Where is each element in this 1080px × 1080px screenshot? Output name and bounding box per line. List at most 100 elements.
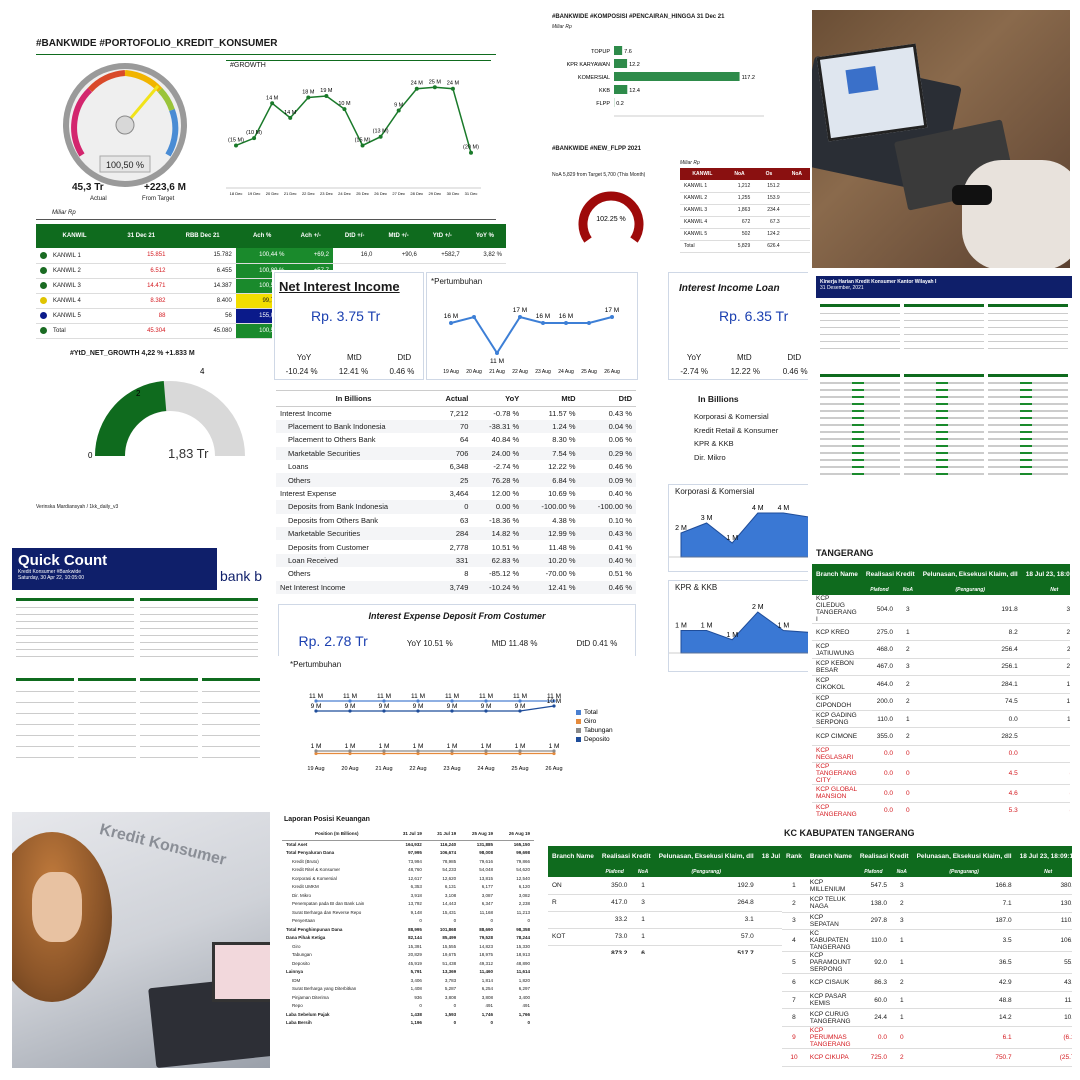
nii-title: Net Interest Income <box>279 279 400 294</box>
table-row: Giro 15,391 15,555 14,823 15,330 <box>292 943 530 949</box>
growth-label: 24 M <box>447 81 460 87</box>
nii-kpi-card: Net Interest Income Rp. 3.75 Tr YoY MtD Dt… <box>274 272 424 380</box>
x-tick-label: 25 Aug <box>581 369 597 375</box>
report-footer: Verinska Mardiansyah / 1kk_daily_v3 <box>36 504 119 510</box>
flpp-subtitle: NoA 5,829 from Target 5,700 (This Month) <box>552 172 646 178</box>
trend-label: 16 M <box>559 313 573 320</box>
trend-point <box>518 315 522 319</box>
trend-point <box>449 321 453 325</box>
gauge-value: 100,50 % <box>106 160 144 170</box>
x-tick-label: 19 Aug <box>443 369 459 375</box>
kabupaten-tile: KC KABUPATEN TANGERANG Rank Branch Name … <box>782 826 1072 1070</box>
status-dot-icon <box>40 326 47 334</box>
tangerang-table: Branch Name Realisasi Kredit Pelunasan, … <box>812 564 1070 816</box>
table-row: Deposits from Customer 2,778 10.51 % 11.48 … <box>288 542 632 552</box>
x-tick-label: 29 Dec <box>429 191 442 196</box>
net-growth-gauge: 0 2 4 1,83 Tr <box>88 367 245 461</box>
growth-label: (13 M) <box>373 129 389 135</box>
x-tick-label: 23 Aug <box>535 369 551 375</box>
series-point <box>518 709 522 713</box>
status-dot-icon <box>40 281 47 289</box>
tangerang-title: TANGERANG <box>816 548 874 558</box>
series-label: 9 M <box>515 703 526 710</box>
area-label: 1 M <box>778 623 790 630</box>
quickcount-tile: Quick Count Kredit Konsumer #Bankwide Sa… <box>12 548 270 800</box>
col-kanwil: KANWIL <box>62 233 87 239</box>
area-label: 2 M <box>675 525 687 532</box>
series-point <box>450 749 454 753</box>
kinerja-grid <box>820 304 1070 504</box>
series-point <box>314 709 318 713</box>
table-row: Others 8 -85.12 % -70.00 % 0.51 % <box>288 569 632 579</box>
bar-value-label: 7.6 <box>624 49 632 55</box>
legend-swatch <box>576 719 581 724</box>
x-tick-label: 21 Aug <box>489 369 505 375</box>
legend-label: Giro <box>584 718 597 725</box>
trend-point <box>610 315 614 319</box>
bar-category-label: KKB <box>599 88 610 94</box>
series-label: 11 M <box>343 693 357 700</box>
flpp-gauge: 102.25 % <box>578 191 644 243</box>
trend-point <box>495 351 499 355</box>
table-row: Loan Received 331 62.83 % 10.20 % 0.40 % <box>276 553 636 568</box>
series-point <box>552 751 556 756</box>
portfolio-title: #BANKWIDE #PORTOFOLIO_KREDIT_KONSUMER <box>36 38 278 49</box>
korporasi-area-chart: 2 M 3 M 1 M 4 M 4 M <box>669 505 808 558</box>
iil-value: Rp. 6.35 Tr <box>719 308 789 324</box>
series-label: 11 M <box>445 693 459 700</box>
growth-label: (10 M) <box>246 130 262 136</box>
actual-label: Actual <box>90 196 107 202</box>
growth-point <box>469 150 473 155</box>
series-label: 1 M <box>549 743 560 750</box>
nii-value: Rp. 3.75 Tr <box>311 308 381 324</box>
series-point <box>314 749 318 753</box>
flpp-tile: #BANKWIDE #NEW_FLPP 2021 NoA 5,829 from … <box>548 140 810 268</box>
x-tick-label: 22 Aug <box>512 369 528 375</box>
growth-point <box>396 108 401 113</box>
laptop-photo <box>812 10 1070 268</box>
table-row: Tabungan 20,829 19,675 18,975 18,913 <box>292 952 530 958</box>
x-tick-label: 22 Dec <box>302 191 315 196</box>
trend-label: 17 M <box>605 307 619 314</box>
table-row: Surat Berharga yang Diterbitkan 1,408 5,28… <box>292 986 530 992</box>
total-row: Total2,081.0161,263.7817.3 <box>782 1066 1072 1070</box>
series-label: 1 M <box>447 743 458 750</box>
table-row: KANWIL 1 1,212 151.2 <box>680 180 810 192</box>
kinerja-tile: Kinerja Harian Kredit Konsumer Kantor Wi… <box>816 276 1072 520</box>
series-point <box>348 709 352 713</box>
series-point <box>552 699 556 703</box>
table-row: Interest Income 7,212 -0.78 % 11.57 % 0.43 % <box>280 408 632 418</box>
status-dot-icon <box>40 296 47 304</box>
growth-label: 10 M <box>338 101 351 107</box>
neraca-tile: Laporan Posisi Keuangan Position (In Bil… <box>282 812 534 1044</box>
series-point <box>450 699 454 703</box>
trend-point <box>564 321 568 325</box>
growth-point <box>306 95 311 100</box>
series-label: 11 M <box>479 693 493 700</box>
actual-value: 45,3 Tr <box>72 182 104 193</box>
table-row: Interest Expense 3,464 12.00 % 10.69 % 0.40 … <box>280 489 632 499</box>
svg-text:1,83 Tr: 1,83 Tr <box>168 446 209 461</box>
iil-items: Korporasi & Komersial Kredit Retail & Kon… <box>694 410 778 464</box>
nii-table: In Billions Actual YoY MtD DtD Interest … <box>276 390 636 594</box>
status-dot-icon <box>40 311 47 319</box>
series-point <box>382 751 386 756</box>
target-label: From Target <box>142 196 175 202</box>
growth-label: (15 M) <box>228 137 244 143</box>
legend-label: Tabungan <box>584 727 613 734</box>
list-item: Dir. Mikro <box>694 452 726 462</box>
growth-point <box>360 143 365 148</box>
series-point <box>518 749 522 753</box>
growth-point <box>342 107 347 112</box>
table-row: Korporasi & Komersial 12,617 12,620 13,815 1… <box>292 875 530 881</box>
series-point <box>484 751 488 756</box>
series-label: 1 M <box>413 743 424 750</box>
table-row: Others 25 76.28 % 6.84 % 0.09 % <box>276 473 636 487</box>
x-tick-label: 24 Dec <box>338 191 351 196</box>
